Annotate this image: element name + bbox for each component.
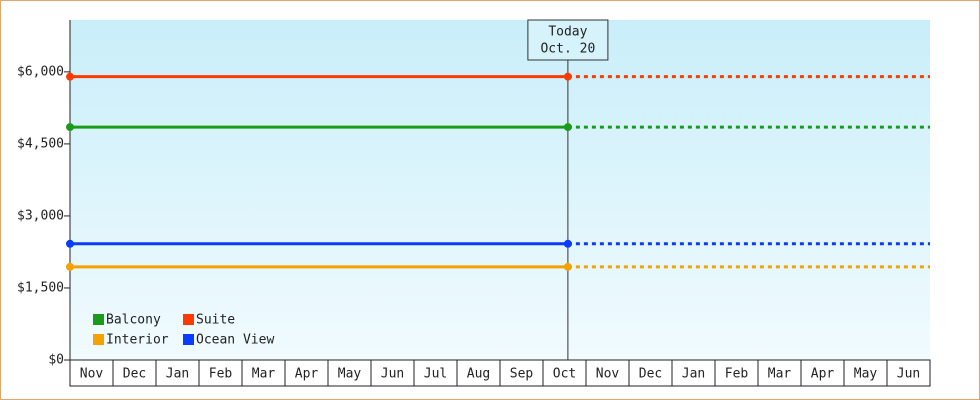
plot-area (70, 20, 930, 360)
x-tick-label: Jun (897, 367, 920, 382)
x-tick-label: Dec (123, 367, 146, 382)
y-tick-label: $4,500 (17, 136, 64, 151)
annotation-text: Oct. 20 (540, 42, 595, 57)
x-tick-label: Jan (682, 367, 705, 382)
x-tick-label: Mar (252, 367, 276, 382)
legend-label: Balcony (106, 313, 161, 328)
x-tick-label: May (338, 367, 362, 382)
y-tick-label: $1,500 (17, 280, 64, 295)
legend-swatch (183, 314, 194, 325)
series-point (563, 262, 572, 271)
today-box (527, 19, 609, 61)
x-tick-label: Feb (725, 367, 749, 382)
y-tick-label: $3,000 (17, 208, 64, 223)
series-point (66, 123, 74, 132)
x-tick-label: Jun (381, 367, 404, 382)
x-tick-label: Jan (166, 367, 189, 382)
series-point (66, 72, 74, 81)
series-point (66, 262, 74, 271)
series-point (563, 239, 572, 248)
x-tick-label: Feb (209, 367, 233, 382)
x-tick-label: Aug (467, 367, 490, 382)
x-tick-label: Nov (80, 367, 104, 382)
series-point (66, 239, 74, 248)
legend-swatch (183, 334, 194, 345)
legend-label: Ocean View (196, 333, 274, 348)
legend-swatch (93, 314, 104, 325)
x-tick-label: Mar (768, 367, 792, 382)
x-tick-label: Oct (553, 367, 576, 382)
x-tick-label: Nov (596, 367, 620, 382)
x-tick-label: Apr (811, 367, 835, 382)
y-tick-label: $0 (48, 353, 64, 368)
x-tick-label: Jul (424, 367, 447, 382)
series-point (563, 72, 572, 81)
annotation-text: Today (548, 25, 587, 40)
x-tick-label: Sep (510, 367, 534, 382)
x-tick-label: Apr (295, 367, 319, 382)
legend-swatch (93, 334, 104, 345)
legend-label: Suite (196, 313, 235, 328)
x-tick-label: Dec (639, 367, 662, 382)
x-tick-label: May (854, 367, 878, 382)
series-point (563, 123, 572, 132)
y-tick-label: $6,000 (17, 64, 64, 79)
legend-label: Interior (106, 333, 169, 348)
